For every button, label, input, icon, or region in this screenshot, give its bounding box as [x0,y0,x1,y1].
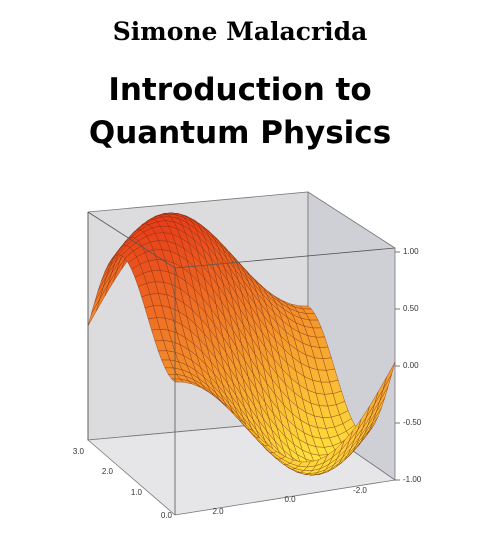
title-line: Introduction to [108,72,371,108]
z-tick-label: 1.00 [403,247,419,256]
y-tick-label: 3.0 [73,447,85,456]
x-tick-label: 0.0 [284,495,296,504]
z-tick-label: -0.50 [403,418,422,427]
y-tick-label: 1.0 [131,488,143,497]
z-tick-label: -1.00 [403,475,422,484]
y-tick-label: 2.0 [102,467,114,476]
box-edges [87,211,396,515]
surface-plot: 1.00 0.50 0.00 -0.50 -1.00 3.0 2.0 1.0 0.0 2.0 0.0… [73,191,422,520]
surface-cell [383,361,396,390]
z-tick-label: 0.00 [403,361,419,370]
surface-mesh [87,212,396,476]
y-tick-label: 0.0 [161,511,173,520]
x-tick-label: -2.0 [353,486,367,495]
x-tick-label: 2.0 [212,507,224,516]
z-tick-label: 0.50 [403,304,419,313]
title-line: Quantum Physics [89,115,391,151]
author: Simone Malacrida [113,17,368,46]
